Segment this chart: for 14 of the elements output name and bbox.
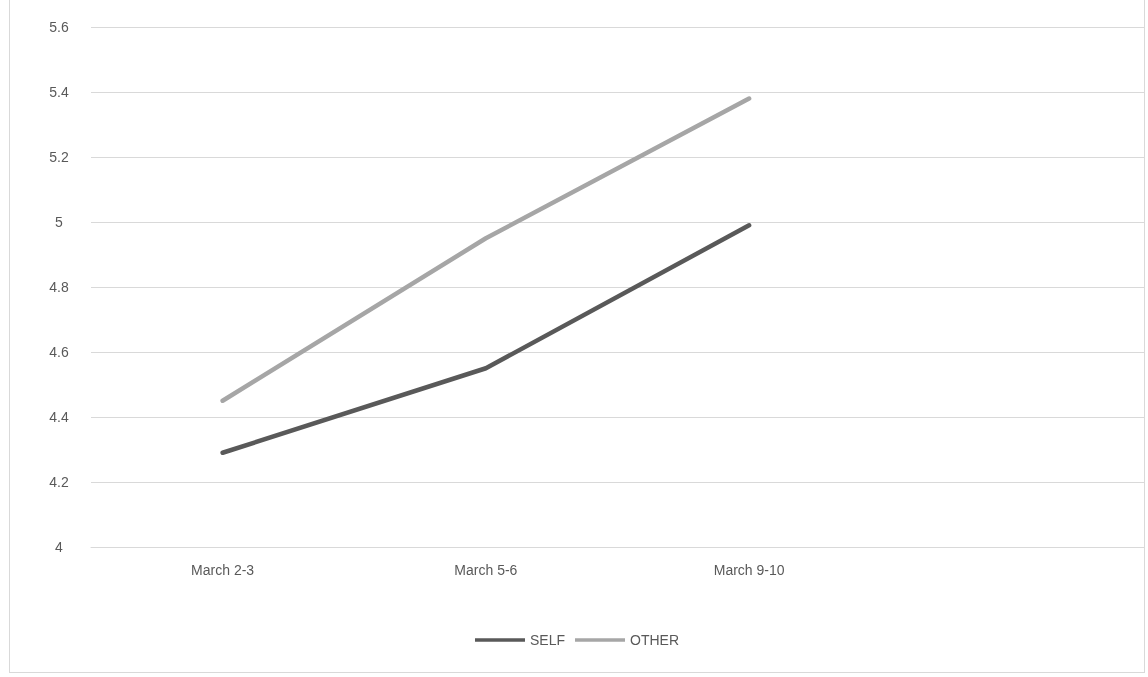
y-tick-label: 4.2 [49, 474, 69, 490]
y-tick-label: 5.2 [49, 149, 69, 165]
y-tick-label: 4.4 [49, 409, 69, 425]
y-tick-label: 4 [55, 539, 64, 555]
y-tick-label: 5 [55, 214, 64, 230]
y-tick-label: 4.6 [49, 344, 69, 360]
x-tick-label: March 5-6 [454, 562, 518, 578]
y-tick-label: 4.8 [49, 279, 69, 295]
x-tick-label: March 2-3 [191, 562, 255, 578]
y-tick-label: 5.6 [49, 19, 69, 35]
legend-label: SELF [529, 632, 566, 648]
x-tick-label: March 9-10 [713, 562, 785, 578]
legend-label: OTHER [630, 632, 680, 648]
y-tick-label: 5.4 [49, 84, 69, 100]
